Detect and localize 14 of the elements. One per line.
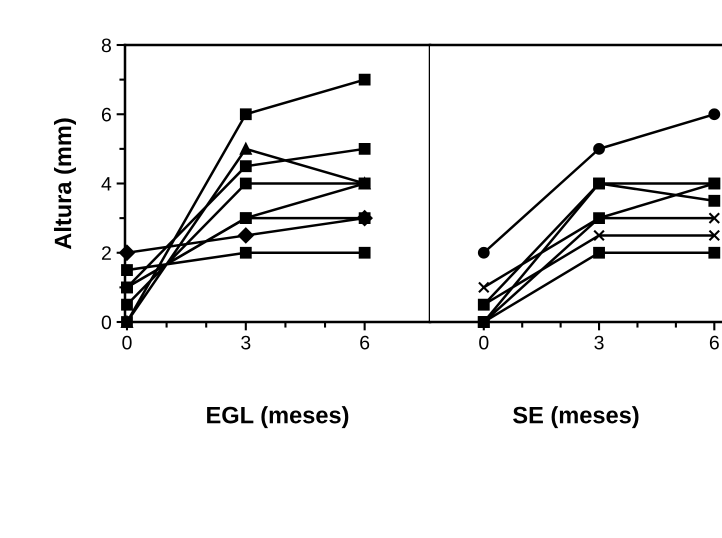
y-axis-title: Altura (mm) [54, 118, 76, 250]
y-tick-label: 4 [101, 177, 112, 191]
y-tick-label: 6 [102, 108, 111, 122]
x-axis-title: EGL (meses) [207, 406, 348, 428]
x-tick-label: 0 [479, 336, 488, 350]
x-tick-label: 3 [241, 336, 250, 350]
x-tick-label: 6 [360, 336, 370, 350]
x-tick-label: 6 [710, 336, 719, 350]
y-tick-label: 8 [102, 38, 111, 52]
y-tick-label: 2 [102, 246, 111, 260]
y-tick-label: 0 [102, 315, 112, 330]
x-tick-label: 0 [122, 336, 132, 350]
x-axis-title: SE (meses) [513, 406, 638, 428]
x-tick-label: 3 [594, 336, 604, 350]
